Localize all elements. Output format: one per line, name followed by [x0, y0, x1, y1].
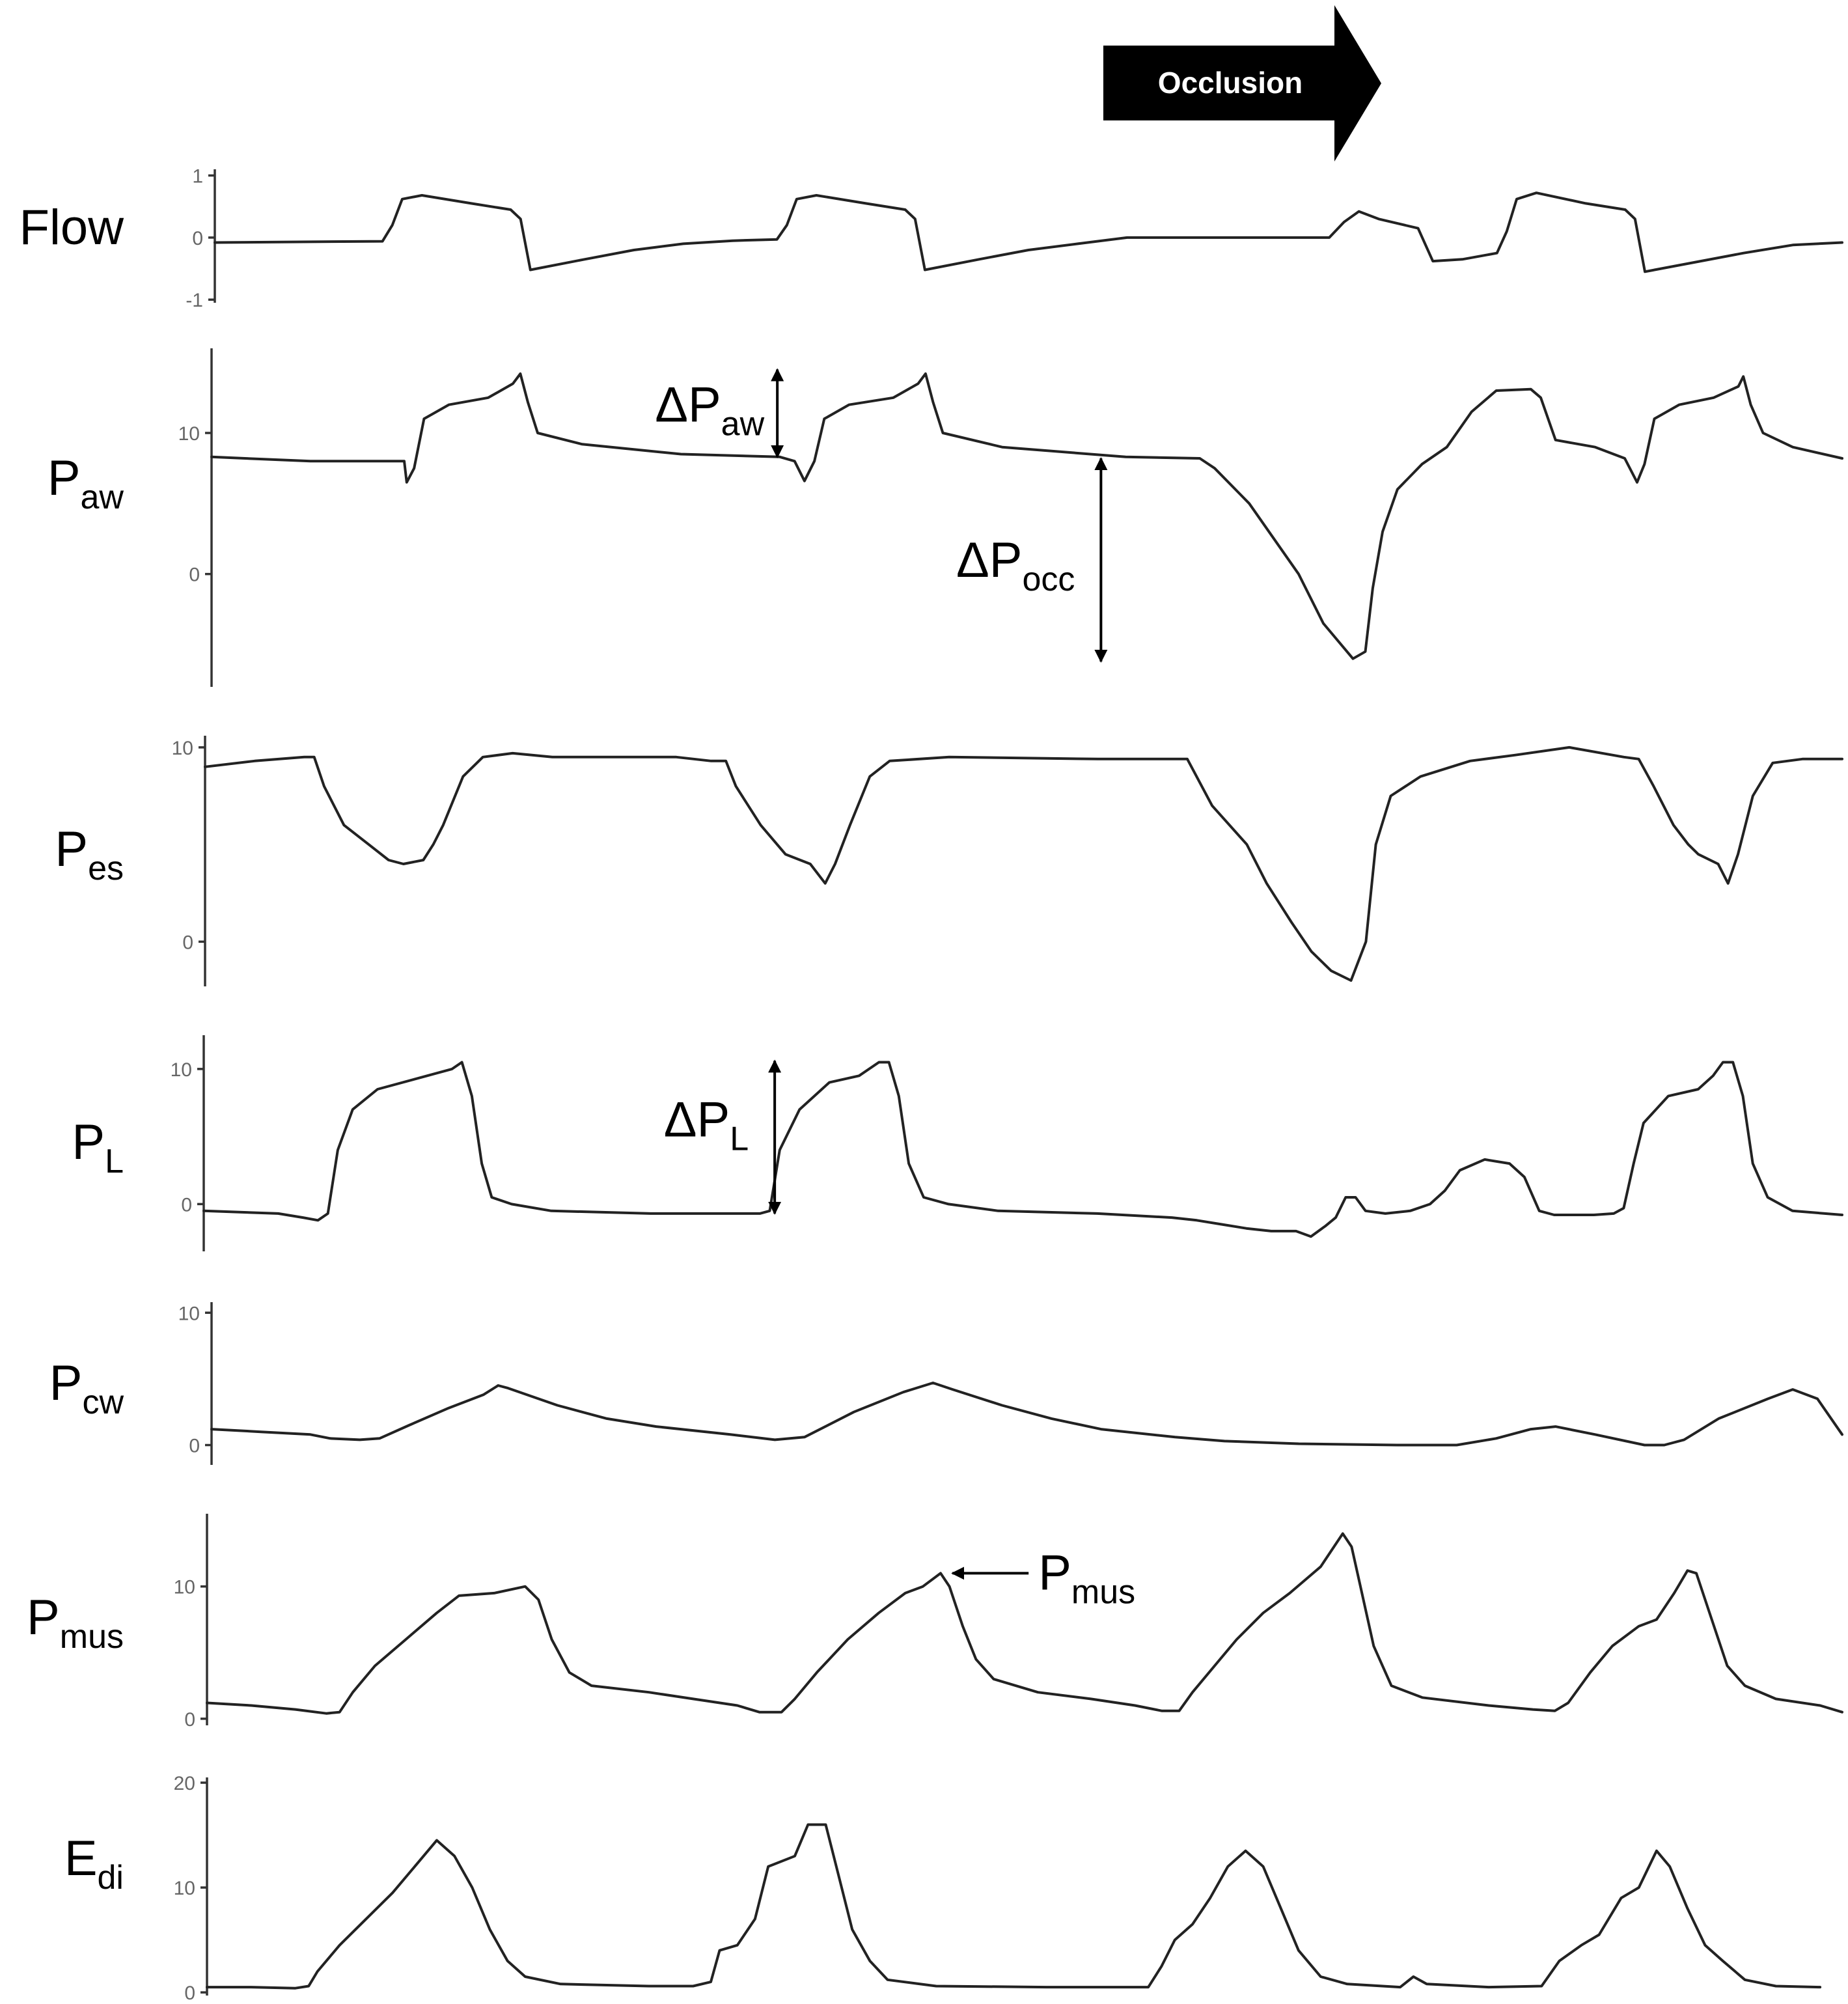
occlusion-label: Occlusion — [1158, 66, 1303, 100]
y-tick-label: 0 — [182, 932, 193, 953]
trace-pmus — [206, 1532, 1843, 1715]
panel-label-pes: Pes — [55, 822, 124, 887]
y-tick-label: 10 — [174, 1577, 195, 1598]
y-tick-label: 20 — [174, 1773, 195, 1794]
y-tick-label: 0 — [189, 1436, 200, 1457]
y-tick-label: 10 — [178, 1303, 200, 1324]
panel-label-pmus: Pmus — [27, 1590, 124, 1656]
trace-pcw — [210, 1382, 1843, 1447]
y-tick-label: 0 — [181, 1194, 192, 1216]
p-mus-peak: Pmus — [951, 1545, 1135, 1611]
panel-edi: 20 10 0 Edi — [64, 1773, 1822, 2004]
panel-flow: 1 0 -1 Flow — [20, 166, 1843, 311]
y-tick-label: 0 — [184, 1709, 195, 1731]
delta-p-occ: ΔPocc — [956, 457, 1108, 663]
panel-pes: 10 0 Pes — [55, 736, 1843, 986]
panel-label-pcw: Pcw — [49, 1356, 124, 1421]
trace-paw — [210, 372, 1843, 660]
y-tick-label: -1 — [186, 290, 203, 311]
panel-pmus: 10 0 Pmus — [27, 1514, 1843, 1731]
occlusion-arrow-shape — [1103, 5, 1381, 161]
panel-pl: 10 0 PL — [72, 1035, 1843, 1251]
panel-pcw: 10 0 Pcw — [49, 1302, 1843, 1465]
occlusion-arrow: Occlusion — [1103, 5, 1381, 161]
trace-pes — [204, 745, 1843, 982]
trace-edi — [206, 1823, 1822, 1990]
y-tick-label: 0 — [184, 1983, 195, 2004]
panel-label-paw: Paw — [48, 451, 124, 516]
trace-flow — [214, 191, 1843, 273]
delta-p-l-label: ΔPL — [664, 1092, 749, 1158]
y-tick-label: 10 — [174, 1878, 195, 1899]
delta-p-l: ΔPL — [664, 1059, 782, 1215]
y-tick-label: 0 — [192, 228, 203, 249]
trace-pl — [202, 1061, 1843, 1238]
delta-p-occ-label: ΔPocc — [956, 533, 1075, 598]
panel-label-edi: Edi — [64, 1831, 124, 1897]
panel-label-pl: PL — [72, 1115, 124, 1180]
delta-p-aw: ΔPaw — [655, 368, 784, 458]
delta-p-aw-label: ΔPaw — [655, 378, 764, 443]
p-mus-pointer-label: Pmus — [1038, 1545, 1135, 1611]
panel-paw: 10 0 Paw — [48, 348, 1843, 687]
y-tick-label: 10 — [171, 1059, 192, 1081]
annotations: ΔPaw ΔPocc ΔPL Pmus — [655, 368, 1135, 1611]
y-tick-label: 1 — [192, 166, 203, 188]
panel-label-flow: Flow — [20, 200, 125, 255]
y-tick-label: 10 — [178, 423, 200, 445]
y-tick-label: 0 — [189, 564, 200, 586]
y-tick-label: 10 — [172, 738, 193, 759]
